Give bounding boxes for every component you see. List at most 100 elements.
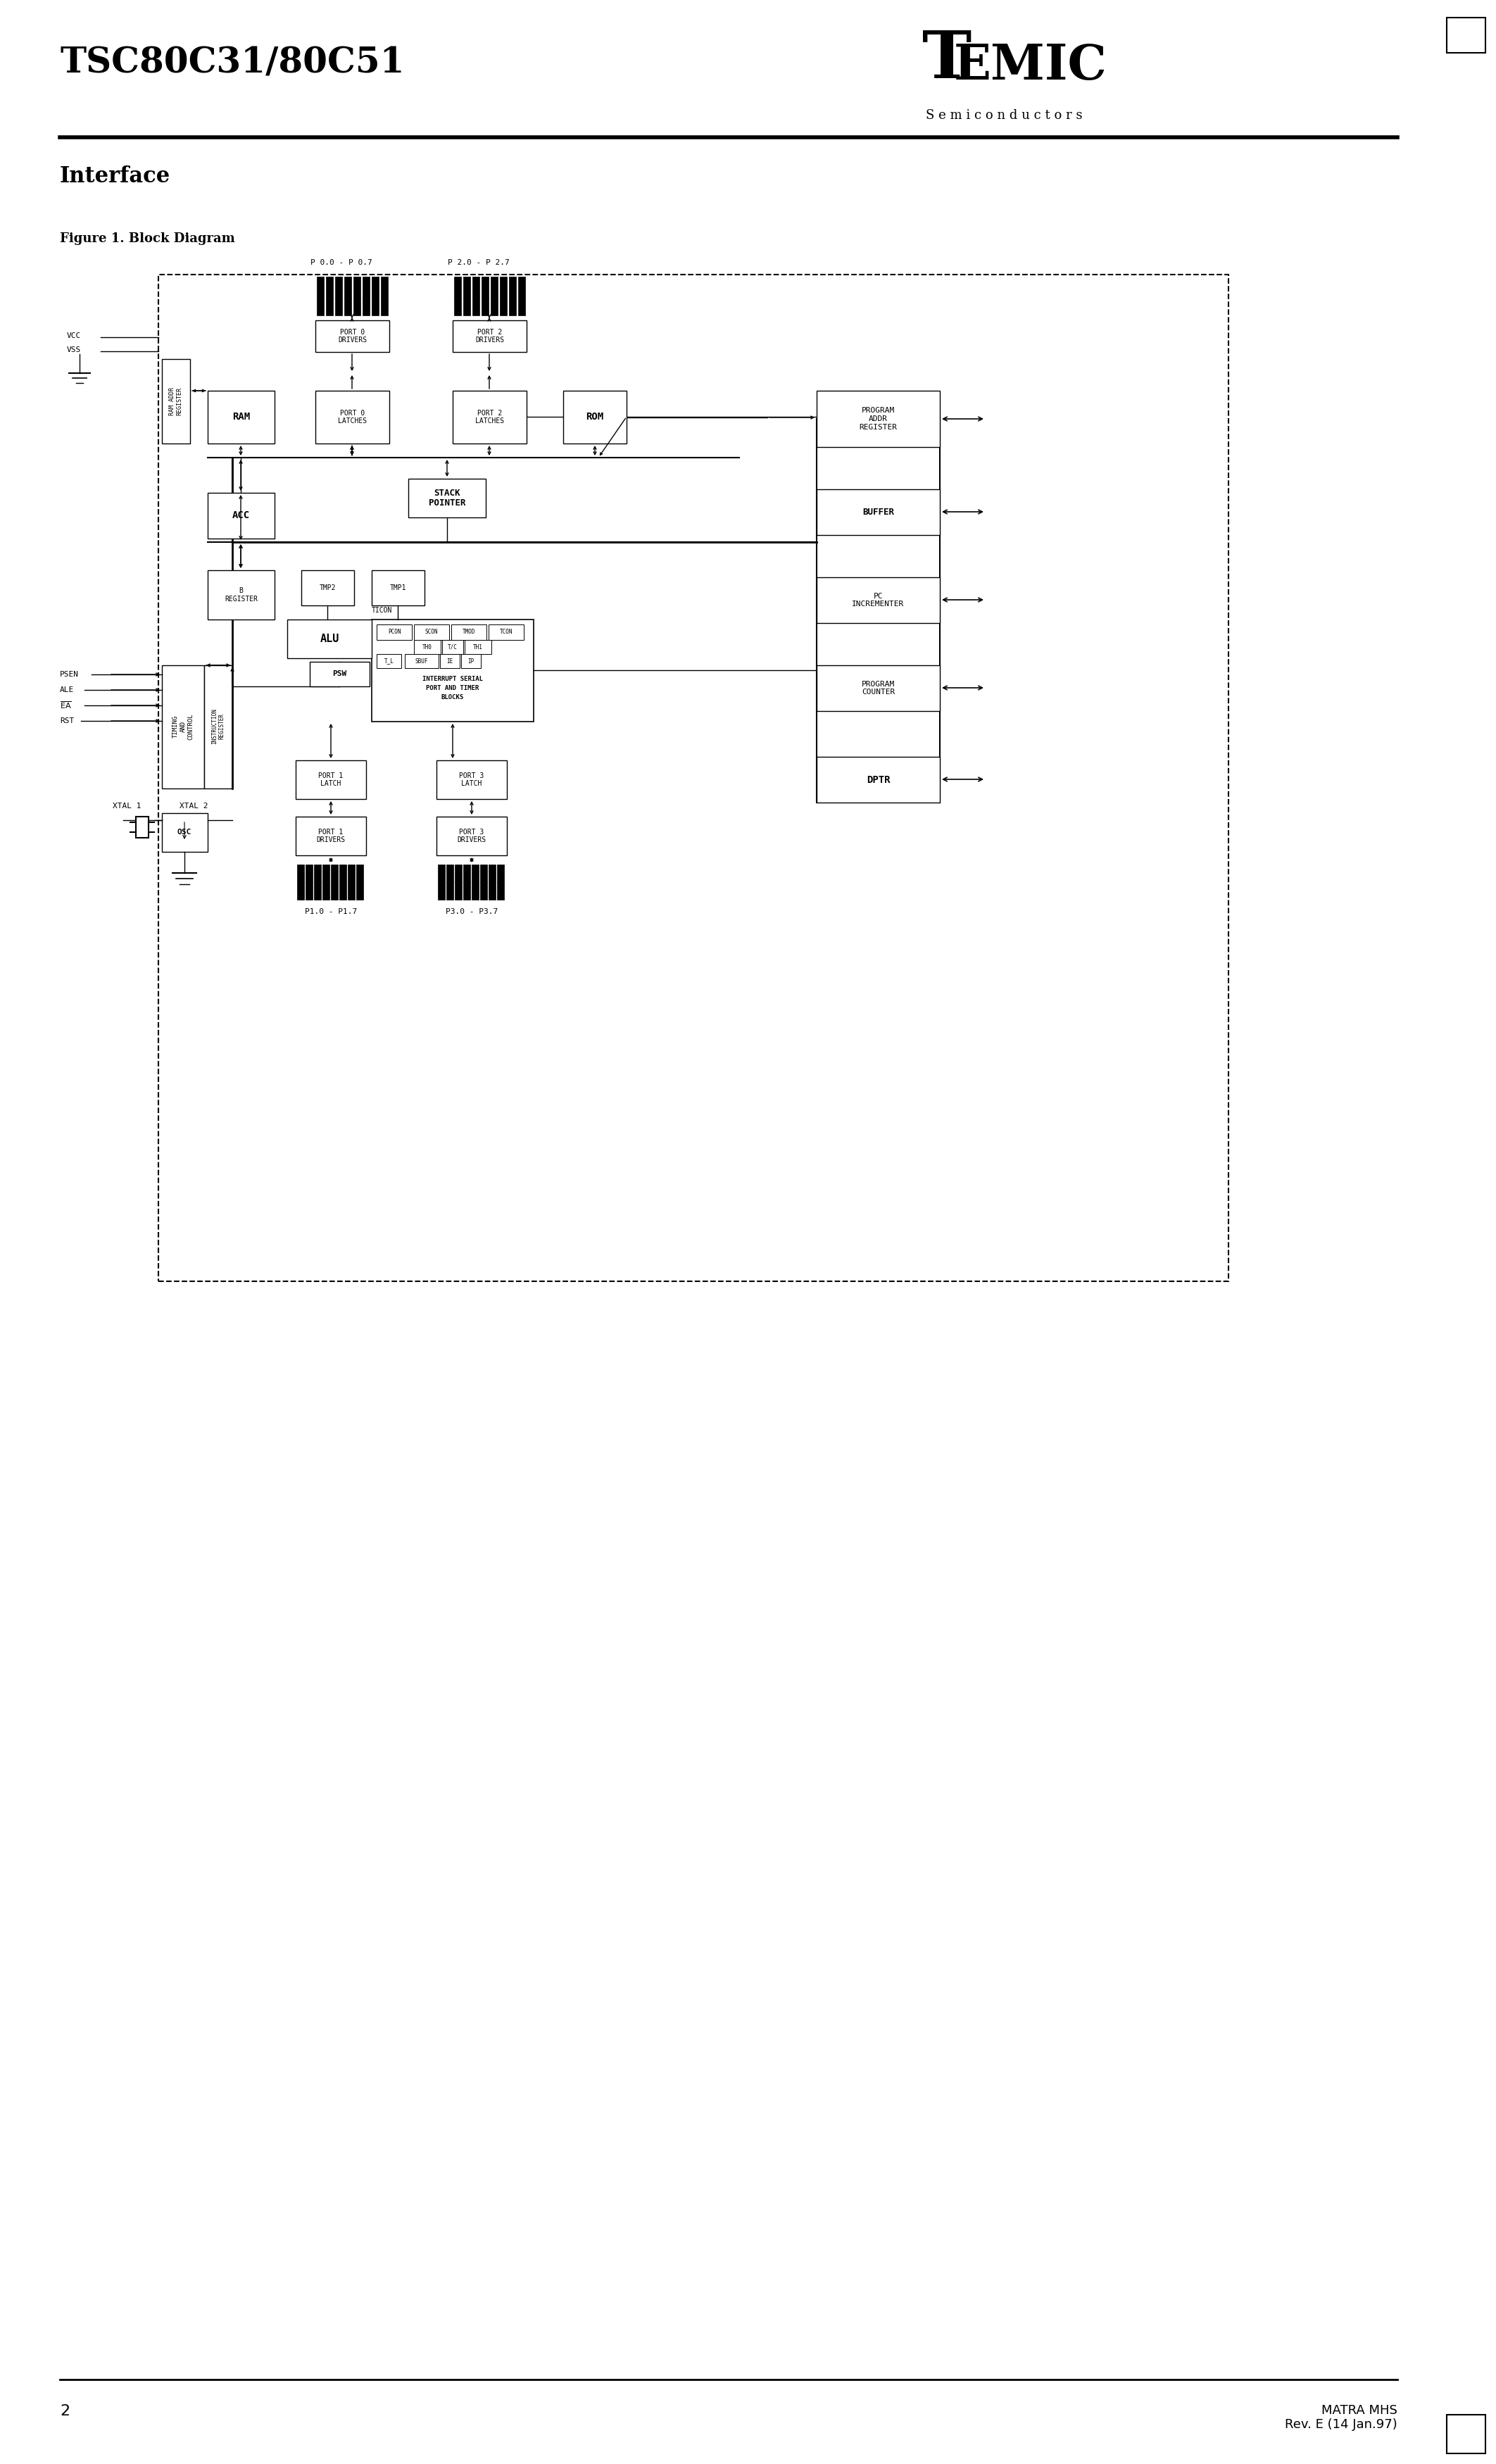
Text: XTAL 1: XTAL 1 — [112, 803, 141, 811]
Bar — [1447, 2415, 1486, 2454]
Text: RST: RST — [60, 717, 75, 724]
Bar — [344, 276, 352, 298]
Bar — [310, 663, 370, 687]
Bar — [461, 653, 480, 668]
Bar — [480, 882, 488, 899]
Text: STACK
POINTER: STACK POINTER — [428, 488, 465, 508]
Text: TIMING
AND
CONTROL: TIMING AND CONTROL — [172, 712, 193, 739]
Text: PORT 0
LATCHES: PORT 0 LATCHES — [338, 409, 367, 424]
Bar — [465, 641, 491, 653]
Bar — [208, 569, 275, 618]
Text: TMOD: TMOD — [462, 628, 476, 636]
Bar — [362, 298, 370, 315]
Bar — [509, 298, 516, 315]
Bar — [335, 276, 343, 298]
Text: Interface: Interface — [60, 165, 171, 187]
Text: Figure 1. Block Diagram: Figure 1. Block Diagram — [60, 232, 235, 244]
Text: OSC: OSC — [178, 828, 191, 835]
Bar — [298, 865, 304, 882]
Text: TH1: TH1 — [473, 643, 483, 650]
Bar — [817, 665, 939, 712]
Bar — [347, 882, 355, 899]
Bar — [455, 865, 462, 882]
Bar — [471, 865, 479, 882]
Bar — [443, 641, 464, 653]
Bar — [438, 865, 444, 882]
Text: PORT 3
DRIVERS: PORT 3 DRIVERS — [458, 828, 486, 843]
Bar — [335, 298, 343, 315]
Text: PORT 2
DRIVERS: PORT 2 DRIVERS — [476, 328, 504, 345]
Bar — [489, 623, 524, 641]
Bar — [817, 392, 939, 446]
Text: Rev. E (14 Jan.97): Rev. E (14 Jan.97) — [1285, 2417, 1397, 2432]
Bar — [455, 276, 461, 298]
Text: PSW: PSW — [332, 670, 347, 678]
Bar — [473, 276, 479, 298]
Bar — [491, 276, 498, 298]
Text: TMP2: TMP2 — [320, 584, 337, 591]
Bar — [371, 618, 534, 722]
Text: BUFFER: BUFFER — [862, 508, 895, 517]
Text: P1.0 - P1.7: P1.0 - P1.7 — [305, 909, 358, 914]
Text: TICON: TICON — [371, 606, 392, 614]
Bar — [298, 882, 304, 899]
Bar — [1447, 17, 1486, 52]
Bar — [817, 577, 939, 623]
Bar — [162, 360, 190, 444]
Bar — [159, 274, 1228, 1281]
Text: PORT 3
LATCH: PORT 3 LATCH — [459, 771, 485, 788]
Text: T_L: T_L — [384, 658, 393, 665]
Bar — [489, 865, 495, 882]
Bar — [301, 569, 355, 606]
Bar — [482, 276, 489, 298]
Text: TSC80C31/80C51: TSC80C31/80C51 — [60, 47, 404, 81]
Bar — [323, 865, 329, 882]
Text: P 2.0 - P 2.7: P 2.0 - P 2.7 — [447, 259, 510, 266]
Text: PORT 2
LATCHES: PORT 2 LATCHES — [476, 409, 504, 424]
Bar — [356, 882, 364, 899]
Text: VCC: VCC — [67, 333, 81, 340]
Text: ROM: ROM — [586, 411, 604, 421]
Text: PORT 0
DRIVERS: PORT 0 DRIVERS — [338, 328, 367, 345]
Text: B
REGISTER: B REGISTER — [224, 586, 257, 604]
Bar — [305, 865, 313, 882]
Bar — [473, 298, 479, 315]
Bar — [162, 665, 203, 788]
Text: INSTRUCTION
REGISTER: INSTRUCTION REGISTER — [211, 710, 224, 744]
Bar — [464, 298, 470, 315]
Bar — [500, 276, 507, 298]
Text: PORT AND TIMER: PORT AND TIMER — [426, 685, 479, 692]
Bar — [405, 653, 438, 668]
Text: PORT 1
LATCH: PORT 1 LATCH — [319, 771, 343, 788]
Text: SBUF: SBUF — [416, 658, 428, 665]
Bar — [489, 882, 495, 899]
Bar — [446, 882, 453, 899]
Bar — [371, 298, 378, 315]
Bar — [464, 276, 470, 298]
Bar — [414, 623, 449, 641]
Bar — [455, 298, 461, 315]
Text: T: T — [922, 27, 972, 91]
Bar — [208, 392, 275, 444]
Bar — [136, 816, 148, 838]
Text: EMIC: EMIC — [954, 42, 1107, 89]
Bar — [471, 882, 479, 899]
Bar — [208, 493, 275, 540]
Bar — [438, 882, 444, 899]
Bar — [817, 490, 939, 535]
Bar — [331, 865, 338, 882]
Bar — [326, 298, 334, 315]
Bar — [356, 865, 364, 882]
Bar — [414, 641, 441, 653]
Text: P 0.0 - P 0.7: P 0.0 - P 0.7 — [311, 259, 373, 266]
Bar — [440, 653, 459, 668]
Text: TCON: TCON — [500, 628, 513, 636]
Bar — [453, 320, 527, 352]
Text: PC
INCREMENTER: PC INCREMENTER — [853, 591, 905, 609]
Bar — [344, 298, 352, 315]
Bar — [562, 392, 627, 444]
Text: ALE: ALE — [60, 687, 75, 692]
Bar — [353, 298, 361, 315]
Text: IE: IE — [447, 658, 453, 665]
Text: PROGRAM
ADDR
REGISTER: PROGRAM ADDR REGISTER — [859, 407, 898, 431]
